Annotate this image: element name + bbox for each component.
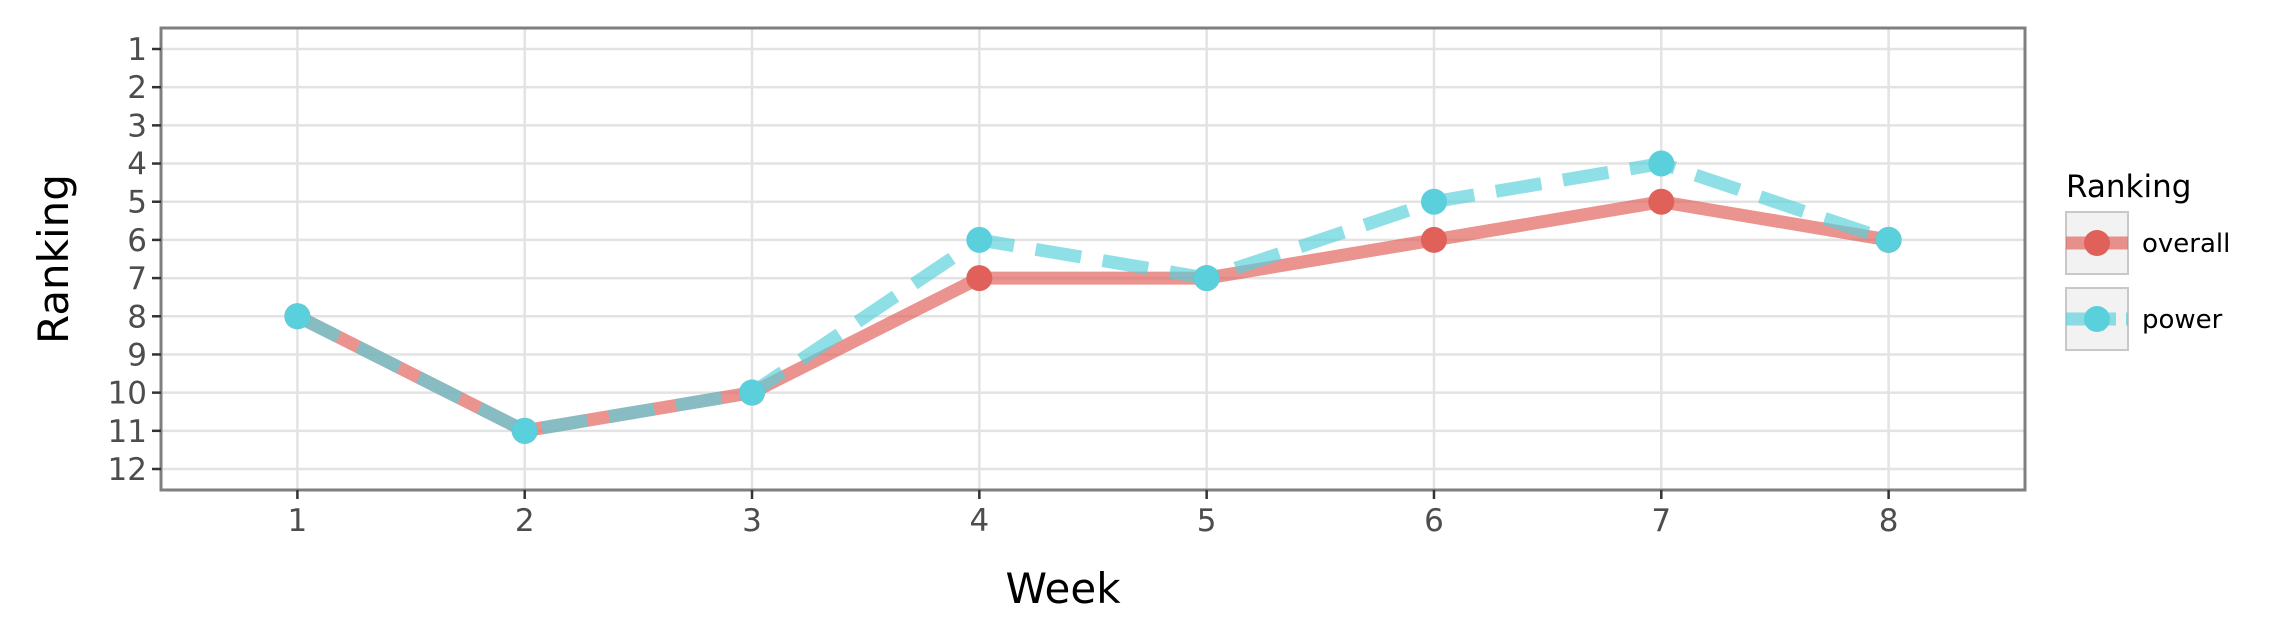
x-tick-label: 5 xyxy=(1197,503,1217,539)
y-tick-label: 10 xyxy=(108,376,147,412)
y-tick-label: 4 xyxy=(127,147,147,183)
x-tick-label: 8 xyxy=(1879,503,1899,539)
y-tick-label: 12 xyxy=(108,452,147,488)
series xyxy=(284,150,1902,444)
power-point xyxy=(511,417,538,444)
power-point xyxy=(966,226,993,253)
x-tick-label: 1 xyxy=(288,503,308,539)
grid xyxy=(161,28,2025,490)
y-tick-label: 11 xyxy=(108,414,147,450)
overall-point xyxy=(966,265,993,292)
y-tick-label: 6 xyxy=(127,223,147,259)
power-point xyxy=(284,303,311,330)
overall-point xyxy=(1420,226,1447,253)
x-tick-label: 7 xyxy=(1651,503,1671,539)
legend-key-point xyxy=(2084,306,2110,332)
y-tick-label: 5 xyxy=(127,185,147,221)
x-axis-title: Week xyxy=(1005,564,1121,613)
power-point xyxy=(1420,188,1447,215)
legend: Ranking overall power xyxy=(2065,169,2230,351)
y-tick-label: 9 xyxy=(127,337,147,373)
legend-item-overall: overall xyxy=(2065,211,2230,275)
y-axis-title: Ranking xyxy=(29,174,78,344)
x-tick-label: 2 xyxy=(515,503,535,539)
series-points xyxy=(284,150,1902,444)
legend-label: power xyxy=(2142,305,2223,335)
y-tick-label: 2 xyxy=(127,70,147,106)
plot-border xyxy=(159,26,2027,492)
legend-item-power: power xyxy=(2065,287,2223,351)
y-tick-label: 3 xyxy=(127,108,147,144)
legend-key-point xyxy=(2084,230,2110,256)
y-tick-label: 7 xyxy=(127,261,147,297)
x-tick-label: 6 xyxy=(1424,503,1444,539)
y-tick-label: 1 xyxy=(127,32,147,68)
x-tick-label: 4 xyxy=(969,503,989,539)
y-tick-label: 8 xyxy=(127,299,147,335)
legend-label: overall xyxy=(2142,229,2230,259)
power-point xyxy=(1648,150,1675,177)
legend-title: Ranking xyxy=(2066,169,2191,205)
power-point xyxy=(1193,265,1220,292)
overall-point xyxy=(1648,188,1675,215)
power-point xyxy=(739,379,766,406)
power-line xyxy=(294,157,1891,438)
x-tick-label: 3 xyxy=(742,503,762,539)
series-lines xyxy=(294,157,1891,438)
power-point xyxy=(1875,226,1902,253)
